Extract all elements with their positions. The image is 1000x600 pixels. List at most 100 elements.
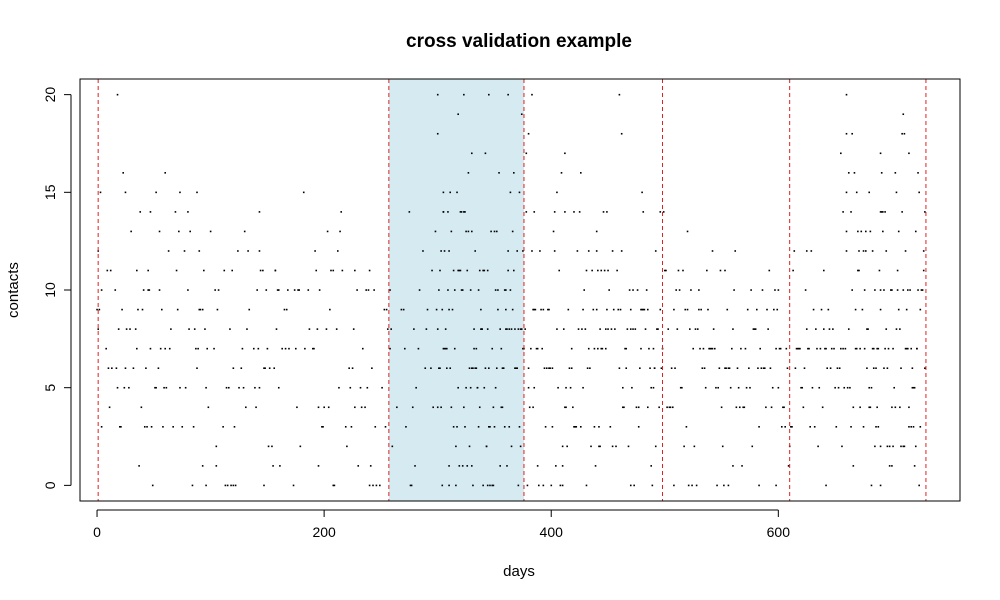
data-point [600,269,603,272]
data-point [514,367,516,369]
data-point [707,308,709,311]
data-point [775,347,777,350]
data-point [734,250,737,252]
data-point [666,406,668,409]
data-point [294,347,297,350]
data-point [267,445,270,448]
data-point [593,347,596,350]
data-point [619,308,622,311]
data-point [561,445,564,448]
data-point [709,347,712,350]
data-point [716,484,718,487]
data-point [237,250,239,252]
data-point [573,211,575,213]
data-point [338,386,340,389]
data-point [368,484,371,487]
data-point [465,386,467,389]
data-point [476,386,479,389]
data-point [453,347,456,350]
data-point [215,465,218,467]
data-point [293,289,296,291]
data-point [641,308,643,311]
data-point [544,426,547,428]
data-point [449,367,452,369]
data-point [121,308,123,311]
data-point [883,289,885,291]
data-point [116,93,119,96]
data-point [644,328,647,330]
data-point [597,269,599,272]
data-point [231,269,233,272]
data-point [308,328,311,330]
data-point [316,328,319,330]
data-point [108,406,111,409]
data-point [490,230,492,233]
data-point [263,367,265,369]
data-point [134,328,137,330]
data-point [718,367,721,369]
data-point [341,269,344,272]
data-point [858,269,860,272]
data-point [695,484,698,487]
data-point [896,289,899,291]
data-point [798,347,800,350]
data-point [611,445,614,448]
data-point [706,269,708,272]
data-point [782,406,784,409]
data-point [606,308,608,311]
data-point [436,93,439,96]
data-point [824,347,826,350]
data-point [506,328,508,330]
y-tick-label: 10 [42,282,58,298]
data-point [758,484,760,487]
data-point [682,269,684,272]
data-point [803,367,806,369]
data-point [165,386,168,389]
data-point [646,406,649,409]
data-point [457,386,459,389]
data-point [860,230,863,233]
data-point [216,308,219,311]
data-point [459,269,462,272]
data-point [509,191,512,194]
data-point [877,347,880,350]
data-point [884,211,886,213]
data-point [488,367,490,369]
data-point [470,152,473,155]
data-point [822,269,825,272]
data-point [168,347,171,350]
data-point [854,347,857,350]
data-point [884,347,886,350]
data-point [698,289,700,291]
data-point [763,367,766,369]
data-point [442,191,445,194]
data-point [845,191,848,194]
data-point [132,367,135,369]
data-point [150,426,153,428]
data-point [902,289,905,291]
data-point [385,308,388,311]
data-point [525,211,528,213]
data-point [646,308,649,311]
data-point [808,347,810,350]
data-point [641,191,643,194]
data-point [880,211,883,213]
data-point [778,347,781,350]
data-point [732,465,734,467]
data-point [879,289,882,291]
data-point [417,347,420,350]
data-point [732,328,734,330]
data-point [914,445,917,448]
data-point [891,406,893,409]
data-point [178,230,180,233]
data-point [469,289,472,291]
data-point [298,289,300,291]
data-point [832,328,834,330]
data-point [480,308,482,311]
data-point [464,426,466,428]
data-point [390,328,392,330]
data-point [366,386,369,389]
data-point [205,484,207,487]
data-point [895,191,898,194]
data-point [570,347,573,350]
